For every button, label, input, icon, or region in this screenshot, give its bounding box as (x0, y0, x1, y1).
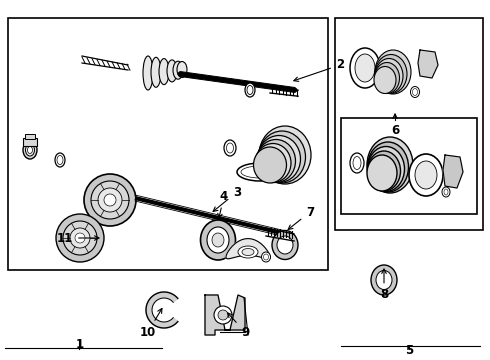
Polygon shape (146, 292, 178, 328)
Ellipse shape (258, 135, 300, 183)
Text: 9: 9 (228, 313, 249, 338)
Bar (23, 138, 37, 146)
Ellipse shape (245, 83, 255, 97)
Ellipse shape (415, 161, 437, 189)
Circle shape (98, 188, 122, 212)
Bar (341, 118, 477, 214)
Ellipse shape (27, 147, 32, 153)
Text: 4: 4 (218, 189, 228, 218)
Ellipse shape (25, 144, 34, 156)
Text: 3: 3 (213, 185, 241, 211)
Ellipse shape (371, 265, 397, 295)
Ellipse shape (355, 54, 375, 82)
Ellipse shape (241, 166, 279, 178)
Ellipse shape (350, 48, 380, 88)
Circle shape (218, 310, 228, 320)
Ellipse shape (367, 155, 397, 191)
Ellipse shape (159, 59, 169, 85)
Ellipse shape (177, 62, 187, 77)
Circle shape (91, 181, 129, 219)
Ellipse shape (272, 230, 298, 260)
Ellipse shape (411, 86, 419, 98)
Ellipse shape (57, 156, 63, 165)
Text: 8: 8 (380, 269, 388, 302)
Text: 1: 1 (75, 338, 83, 351)
Ellipse shape (413, 89, 417, 95)
Bar (8, 18, 328, 270)
Circle shape (63, 221, 97, 255)
Ellipse shape (353, 157, 361, 170)
Circle shape (70, 228, 90, 248)
Text: 5: 5 (405, 345, 413, 357)
Ellipse shape (207, 227, 229, 253)
Ellipse shape (259, 131, 305, 183)
Ellipse shape (262, 252, 270, 262)
Circle shape (104, 194, 116, 206)
Polygon shape (205, 295, 245, 335)
Ellipse shape (444, 189, 448, 195)
Text: 2: 2 (294, 58, 344, 81)
Ellipse shape (256, 139, 295, 183)
Ellipse shape (143, 56, 153, 90)
Ellipse shape (173, 61, 183, 79)
Ellipse shape (375, 50, 411, 94)
Ellipse shape (264, 254, 269, 260)
Ellipse shape (238, 246, 258, 258)
Polygon shape (418, 50, 438, 78)
Ellipse shape (375, 54, 407, 94)
Text: 7: 7 (288, 206, 314, 229)
Ellipse shape (368, 151, 400, 191)
Ellipse shape (247, 85, 253, 94)
Ellipse shape (374, 63, 399, 94)
Ellipse shape (375, 58, 403, 94)
Ellipse shape (55, 153, 65, 167)
Ellipse shape (226, 143, 234, 153)
Ellipse shape (151, 57, 161, 87)
Ellipse shape (368, 147, 405, 192)
Circle shape (214, 306, 232, 324)
Ellipse shape (376, 270, 392, 289)
Bar (25, 134, 35, 139)
Ellipse shape (409, 154, 443, 196)
Ellipse shape (23, 141, 37, 159)
Ellipse shape (237, 163, 283, 181)
Ellipse shape (350, 153, 364, 173)
Circle shape (56, 214, 104, 262)
Ellipse shape (212, 233, 224, 247)
Ellipse shape (200, 220, 236, 260)
Ellipse shape (277, 236, 293, 254)
Polygon shape (443, 155, 463, 188)
Ellipse shape (253, 147, 287, 183)
Ellipse shape (242, 248, 254, 256)
Polygon shape (226, 239, 270, 259)
Ellipse shape (442, 187, 450, 197)
Circle shape (84, 174, 136, 226)
Circle shape (75, 233, 85, 243)
Ellipse shape (255, 144, 291, 183)
Ellipse shape (367, 137, 413, 193)
Bar (335, 18, 483, 230)
Ellipse shape (374, 67, 396, 94)
Text: 6: 6 (391, 114, 399, 136)
Ellipse shape (167, 60, 177, 82)
Ellipse shape (259, 126, 311, 184)
Text: 11: 11 (57, 231, 99, 244)
Text: 10: 10 (140, 309, 162, 338)
Ellipse shape (224, 140, 236, 156)
Ellipse shape (368, 142, 409, 192)
